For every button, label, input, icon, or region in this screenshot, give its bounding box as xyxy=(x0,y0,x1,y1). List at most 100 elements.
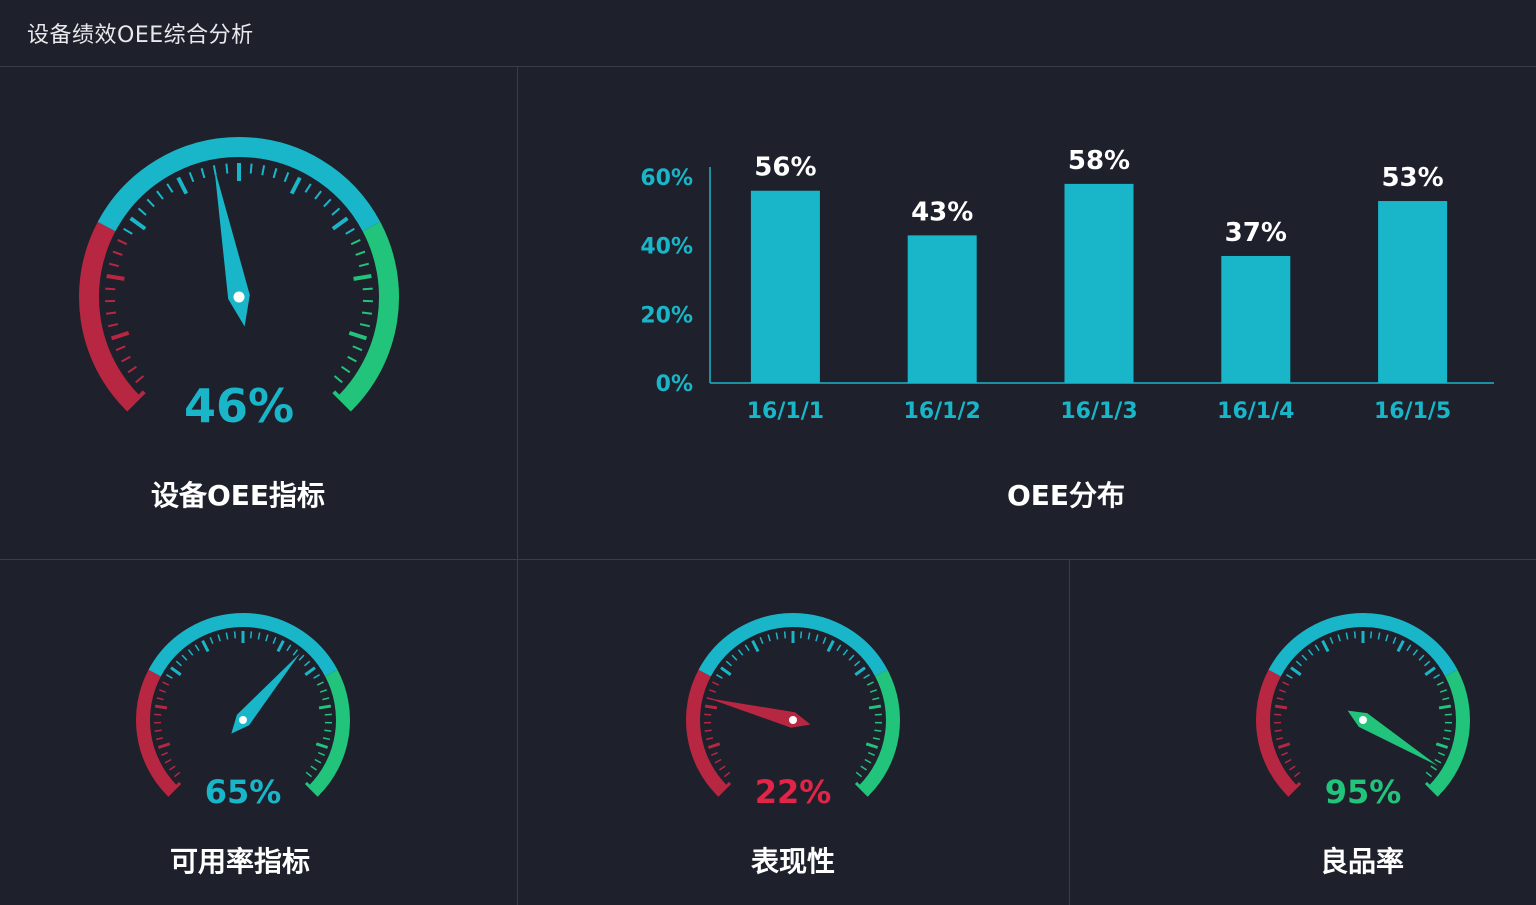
gauge-minor-tick xyxy=(322,697,330,701)
gauge-end-cap xyxy=(124,390,146,412)
bar[interactable] xyxy=(1221,255,1291,383)
gauge-minor-tick xyxy=(1412,649,1419,656)
gauge-minor-tick xyxy=(783,631,787,639)
gauge-minor-tick xyxy=(759,636,764,645)
gauge-minor-tick xyxy=(1430,765,1438,771)
gauge-major-tick xyxy=(1321,640,1330,653)
gauge-minor-tick xyxy=(146,198,155,208)
gauge-minor-tick xyxy=(767,634,771,642)
y-tick-label: 40% xyxy=(640,235,693,260)
gauge-minor-tick xyxy=(855,771,863,778)
gauge-value-label: 46% xyxy=(184,379,294,433)
gauge-minor-tick xyxy=(704,729,712,732)
gauge-minor-tick xyxy=(358,262,370,268)
gauge-minor-tick xyxy=(1337,634,1341,642)
divider-vertical-top xyxy=(517,67,518,560)
gauge-minor-tick xyxy=(123,227,133,235)
gauge-minor-tick xyxy=(775,632,779,640)
gauge-major-tick xyxy=(331,216,349,231)
gauge-minor-tick xyxy=(317,751,325,757)
gauge-arc-low xyxy=(79,221,141,411)
gauge-minor-tick xyxy=(1436,681,1444,686)
bar[interactable] xyxy=(1064,183,1134,383)
gauge-major-tick xyxy=(315,742,329,749)
gauge-end-cap xyxy=(716,781,732,797)
gauge-minor-tick xyxy=(716,674,723,679)
divider-vertical-bottom-2 xyxy=(1069,560,1070,905)
gauge-minor-tick xyxy=(340,365,351,374)
gauge-minor-tick xyxy=(848,654,855,661)
gauge-minor-tick xyxy=(723,771,731,778)
gauge-major-tick xyxy=(826,640,835,653)
y-tick-label: 60% xyxy=(640,166,693,191)
gauge-minor-tick xyxy=(1392,636,1397,645)
gauge-minor-tick xyxy=(1279,689,1287,693)
gauge-minor-tick xyxy=(350,239,361,246)
bar[interactable] xyxy=(907,235,977,383)
gauge-value-label: 95% xyxy=(1325,773,1402,811)
gauge-minor-tick xyxy=(164,758,172,764)
gauge-major-tick xyxy=(318,704,332,710)
gauge-minor-tick xyxy=(156,190,164,200)
quality-gauge-title: 良品率 xyxy=(1319,845,1405,878)
gauge-minor-tick xyxy=(249,631,253,639)
bar-data-label: 43% xyxy=(911,197,973,227)
gauge-arc-low xyxy=(136,669,178,796)
gauge-needle-pivot xyxy=(789,716,797,724)
gauge-value-label: 65% xyxy=(205,773,282,811)
gauge-minor-tick xyxy=(159,689,167,693)
gauge-end-cap xyxy=(332,390,354,412)
gauge-minor-tick xyxy=(304,183,312,193)
gauge-minor-tick xyxy=(836,644,842,652)
gauge-major-tick xyxy=(289,176,302,195)
gauge-value-label: 22% xyxy=(755,773,832,811)
gauge-major-tick xyxy=(1435,742,1449,749)
gauge-minor-tick xyxy=(1314,644,1320,652)
gauge-major-tick xyxy=(348,330,368,341)
gauge-minor-tick xyxy=(1425,771,1433,778)
gauge-minor-tick xyxy=(1437,751,1445,757)
gauge-arc-high xyxy=(1428,669,1470,796)
gauge-minor-tick xyxy=(233,631,237,639)
gauge-minor-tick xyxy=(1434,758,1442,764)
bar-data-label: 53% xyxy=(1381,163,1443,193)
gauge-minor-tick xyxy=(331,207,341,216)
gauge-minor-tick xyxy=(362,287,373,291)
gauge-major-tick xyxy=(276,640,285,653)
gauge-minor-tick xyxy=(842,649,849,656)
gauge-minor-tick xyxy=(860,765,868,771)
gauge-minor-tick xyxy=(292,649,299,656)
gauge-arc-mid xyxy=(1268,613,1458,677)
gauge-end-cap xyxy=(304,781,320,797)
gauge-minor-tick xyxy=(105,287,116,291)
gauge-needle-pivot xyxy=(239,716,247,724)
gauge-minor-tick xyxy=(261,165,266,176)
gauge-needle xyxy=(707,698,811,728)
gauge-minor-tick xyxy=(874,729,882,732)
gauge-major-tick xyxy=(129,216,147,231)
gauge-minor-tick xyxy=(737,649,744,656)
gauge-minor-tick xyxy=(249,163,253,174)
gauge-major-tick xyxy=(154,704,168,710)
bar[interactable] xyxy=(1378,201,1448,383)
performance-gauge-title: 表现性 xyxy=(750,845,836,878)
gauge-major-tick xyxy=(304,666,316,676)
divider-vertical-bottom-1 xyxy=(517,560,518,905)
gauge-minor-tick xyxy=(361,311,373,315)
gauge-arc-high xyxy=(337,221,399,411)
bar[interactable] xyxy=(750,190,820,383)
gauge-minor-tick xyxy=(322,737,331,741)
gauge-minor-tick xyxy=(714,758,722,764)
gauge-minor-tick xyxy=(1286,674,1293,679)
gauge-major-tick xyxy=(751,640,760,653)
performance-gauge: 22% xyxy=(686,613,900,811)
gauge-minor-tick xyxy=(155,737,164,741)
gauge-minor-tick xyxy=(209,636,214,645)
gauge-minor-tick xyxy=(1276,697,1284,701)
gauge-minor-tick xyxy=(1406,644,1412,652)
gauge-minor-tick xyxy=(319,689,327,693)
gauge-minor-tick xyxy=(1433,674,1440,679)
gauge-minor-tick xyxy=(711,751,719,757)
gauge-major-tick xyxy=(1290,666,1302,676)
gauge-minor-tick xyxy=(1295,660,1302,667)
